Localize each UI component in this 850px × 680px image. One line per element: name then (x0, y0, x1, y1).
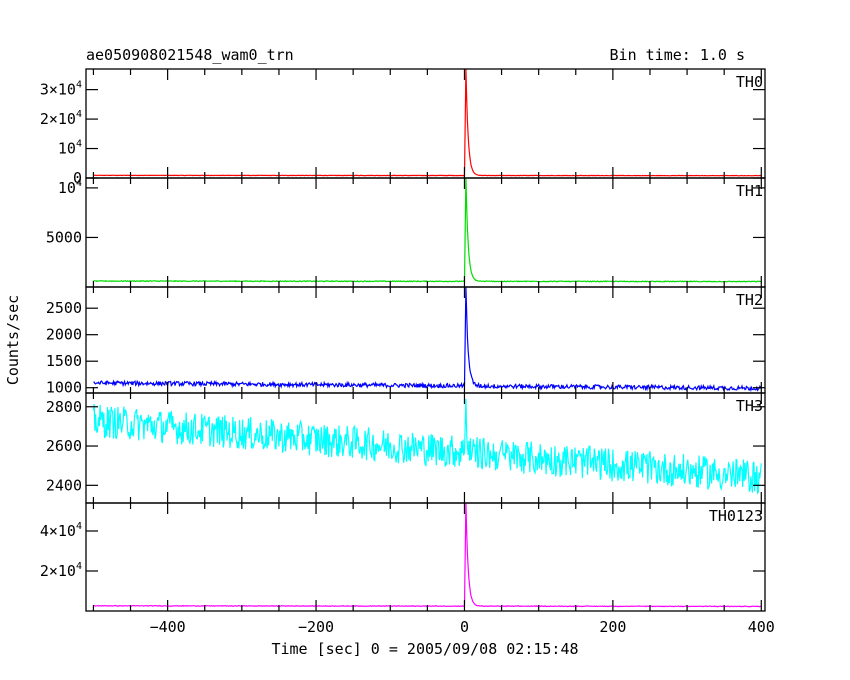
x-tick-label: −400 (150, 618, 186, 636)
y-tick-label: 2600 (46, 437, 82, 455)
y-tick-label: 104 (58, 139, 82, 158)
panel-frame-th0123 (85, 502, 766, 612)
y-tick-label: 2400 (46, 476, 82, 494)
series-th0-line (93, 68, 762, 177)
panel-label-th3: TH3 (736, 397, 763, 415)
y-tick-label: 5000 (46, 228, 82, 246)
y-tick-label: 104 (58, 178, 82, 197)
panel-label-th1: TH1 (736, 182, 763, 200)
y-tick-label: 2000 (46, 326, 82, 344)
panel-frame-th3 (85, 392, 766, 504)
y-tick-label: 4×104 (40, 521, 82, 540)
y-tick-label: 3×104 (40, 80, 82, 99)
panel-frame-th0 (85, 68, 766, 179)
x-tick-label: 400 (748, 618, 775, 636)
chart-title: ae050908021548_wam0_trn (86, 46, 294, 64)
y-tick-label: 2500 (46, 299, 82, 317)
y-tick-label: 2×104 (40, 561, 82, 580)
y-tick-label: 1000 (46, 379, 82, 397)
y-axis-label: Counts/sec (4, 295, 22, 385)
panel-label-th0123: TH0123 (709, 507, 763, 525)
series-th3-line (92, 398, 762, 495)
panel-frame-th1 (85, 177, 766, 288)
x-tick-label: −200 (298, 618, 334, 636)
panel-frame-th2 (85, 286, 766, 394)
x-tick-label: 0 (460, 618, 469, 636)
y-tick-label: 1500 (46, 352, 82, 370)
x-tick-label: 200 (599, 618, 626, 636)
series-th2-line (93, 286, 762, 393)
panel-label-th2: TH2 (736, 291, 763, 309)
series-th0123-line (93, 502, 762, 608)
bin-time-label: Bin time: 1.0 s (610, 46, 745, 64)
panel-label-th0: TH0 (736, 73, 763, 91)
y-tick-label: 0 (73, 169, 82, 187)
x-axis-label: Time [sec] 0 = 2005/09/08 02:15:48 (271, 640, 578, 658)
series-th1-line (93, 177, 762, 283)
y-tick-label: 2×104 (40, 109, 82, 128)
panels-group: TH001042×1043×104TH15000104TH21000150020… (40, 68, 775, 636)
y-tick-label: 2800 (46, 398, 82, 416)
